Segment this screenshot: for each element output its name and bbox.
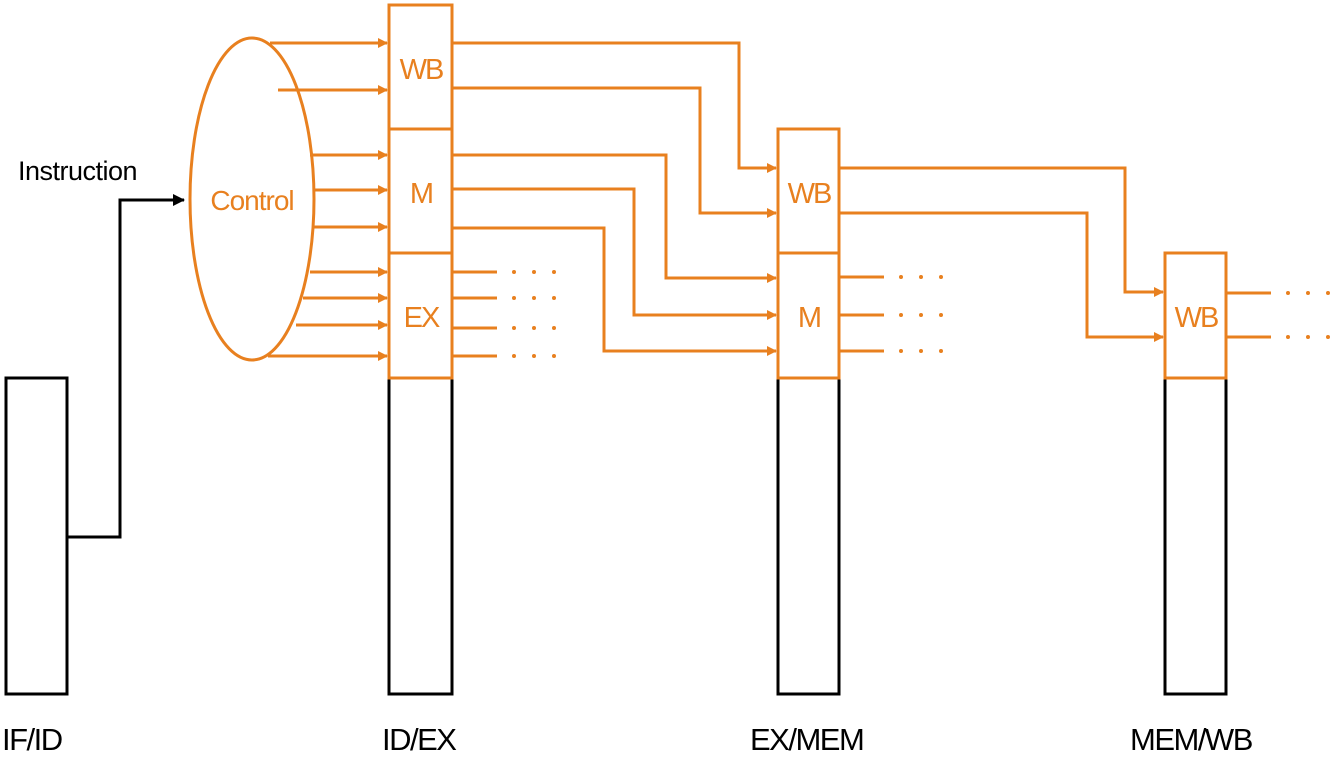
mem-wb-wb-field xyxy=(1163,251,1228,380)
continuation-dot xyxy=(919,313,923,317)
wb-wire-3 xyxy=(839,166,1164,297)
stage-label-if-id: IF/ID xyxy=(2,722,62,757)
id-ex-ex-label: EX xyxy=(404,302,440,334)
stage-label-mem-wb: MEM/WB xyxy=(1130,722,1253,757)
continuation-dot xyxy=(512,326,516,330)
ex-mem-register xyxy=(776,376,841,696)
id-ex-ex-field xyxy=(387,251,454,380)
mem-wb-register xyxy=(1163,376,1228,696)
continuation-dot xyxy=(552,296,556,300)
continuation-dot xyxy=(1326,291,1330,295)
continuation-dot xyxy=(919,349,923,353)
id-ex-wb-label: WB xyxy=(400,54,443,86)
continuation-dot xyxy=(532,326,536,330)
continuation-dot xyxy=(899,313,903,317)
continuation-dot xyxy=(532,296,536,300)
m-wire-3 xyxy=(452,226,777,356)
control-signal-arrows xyxy=(268,38,388,361)
ex-mem-to-mem-wb-wires xyxy=(839,166,1164,342)
continuation-dot xyxy=(939,349,943,353)
m-wire-1 xyxy=(452,153,777,283)
continuation-dot xyxy=(919,275,923,279)
continuation-dot xyxy=(1306,291,1310,295)
stage-label-id-ex: ID/EX xyxy=(382,722,457,757)
control-unit xyxy=(188,36,316,362)
wb-wire-2 xyxy=(452,86,777,218)
ex-mem-wb-label: WB xyxy=(788,178,831,210)
continuation-dot xyxy=(1306,335,1310,339)
id-ex-m-field xyxy=(387,127,454,255)
control-unit-label: Control xyxy=(210,185,293,216)
continuation-dot xyxy=(939,275,943,279)
instruction-wire xyxy=(67,194,185,539)
mem-wb-wb-label: WB xyxy=(1175,302,1218,334)
ex-mem-m-label: M xyxy=(798,302,820,334)
stage-label-ex-mem: EX/MEM xyxy=(750,722,863,757)
continuation-dots xyxy=(512,270,1330,358)
continuation-dot xyxy=(899,275,903,279)
continuation-dot xyxy=(552,270,556,274)
if-id-register xyxy=(4,376,69,696)
id-ex-wb-field xyxy=(387,3,454,131)
continuation-dot xyxy=(532,270,536,274)
id-ex-m-label: M xyxy=(410,178,432,210)
ex-mem-m-field xyxy=(776,251,841,380)
wb-wire-1 xyxy=(452,41,777,173)
continuation-dot xyxy=(899,349,903,353)
continuation-dot xyxy=(532,354,536,358)
continuation-dot xyxy=(512,270,516,274)
continuation-stubs xyxy=(452,270,1271,358)
continuation-dot xyxy=(1286,291,1290,295)
continuation-dot xyxy=(939,313,943,317)
id-ex-register xyxy=(387,376,454,696)
instruction-label: Instruction xyxy=(18,156,137,186)
wb-wire-4 xyxy=(839,211,1164,342)
id-ex-to-ex-mem-wires xyxy=(452,41,777,356)
continuation-dot xyxy=(552,354,556,358)
m-wire-2 xyxy=(452,187,777,320)
continuation-dot xyxy=(1286,335,1290,339)
continuation-dot xyxy=(552,326,556,330)
continuation-dot xyxy=(512,296,516,300)
continuation-dot xyxy=(512,354,516,358)
continuation-dot xyxy=(1326,335,1330,339)
